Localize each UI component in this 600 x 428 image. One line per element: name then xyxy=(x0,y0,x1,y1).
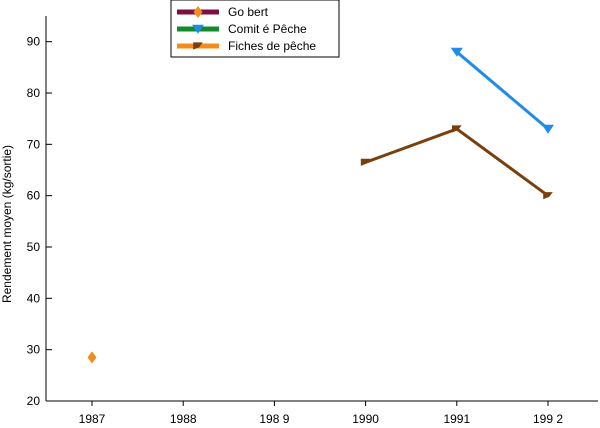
axes xyxy=(45,16,598,402)
data-point xyxy=(452,125,462,133)
x-tick-label: 1987 xyxy=(79,412,106,426)
legend: Go bert Comit é Pêche Fiches de pêche xyxy=(170,0,340,58)
data-point xyxy=(87,351,97,364)
legend-label: Fiches de pêche xyxy=(228,39,316,53)
x-tick-label: 199 2 xyxy=(533,412,563,426)
data-point xyxy=(192,24,204,34)
series-line xyxy=(365,127,549,197)
y-ticks: 20 30 40 50 60 70 80 90 xyxy=(27,35,52,408)
series-line xyxy=(455,50,549,131)
data-point xyxy=(543,192,553,200)
data-point xyxy=(360,158,371,166)
y-tick-label: 80 xyxy=(27,86,41,100)
x-ticks: 1987 1988 198 9 1990 1991 199 2 xyxy=(79,401,563,426)
data-point xyxy=(193,6,203,18)
y-tick-label: 30 xyxy=(27,343,41,357)
y-tick-label: 20 xyxy=(27,394,41,408)
y-tick-label: 70 xyxy=(27,137,41,151)
data-point xyxy=(450,47,463,57)
y-tick-label: 60 xyxy=(27,189,41,203)
data-point xyxy=(193,42,203,50)
x-tick-label: 1990 xyxy=(352,412,379,426)
series-fiches-de-p-che xyxy=(360,125,553,200)
legend-label: Go bert xyxy=(228,5,269,19)
y-tick-label: 40 xyxy=(27,291,41,305)
series-comit-p-che xyxy=(450,47,554,134)
x-tick-label: 198 9 xyxy=(259,412,289,426)
y-tick-label: 50 xyxy=(27,240,41,254)
legend-label: Comit é Pêche xyxy=(228,22,307,36)
y-axis-label: Rendement moyen (kg/sortie) xyxy=(0,145,14,303)
x-tick-label: 1991 xyxy=(443,412,470,426)
series-gobert xyxy=(87,351,97,364)
y-tick-label: 90 xyxy=(27,35,41,49)
series-layer xyxy=(87,47,554,364)
data-point xyxy=(542,124,554,134)
x-tick-label: 1988 xyxy=(170,412,197,426)
